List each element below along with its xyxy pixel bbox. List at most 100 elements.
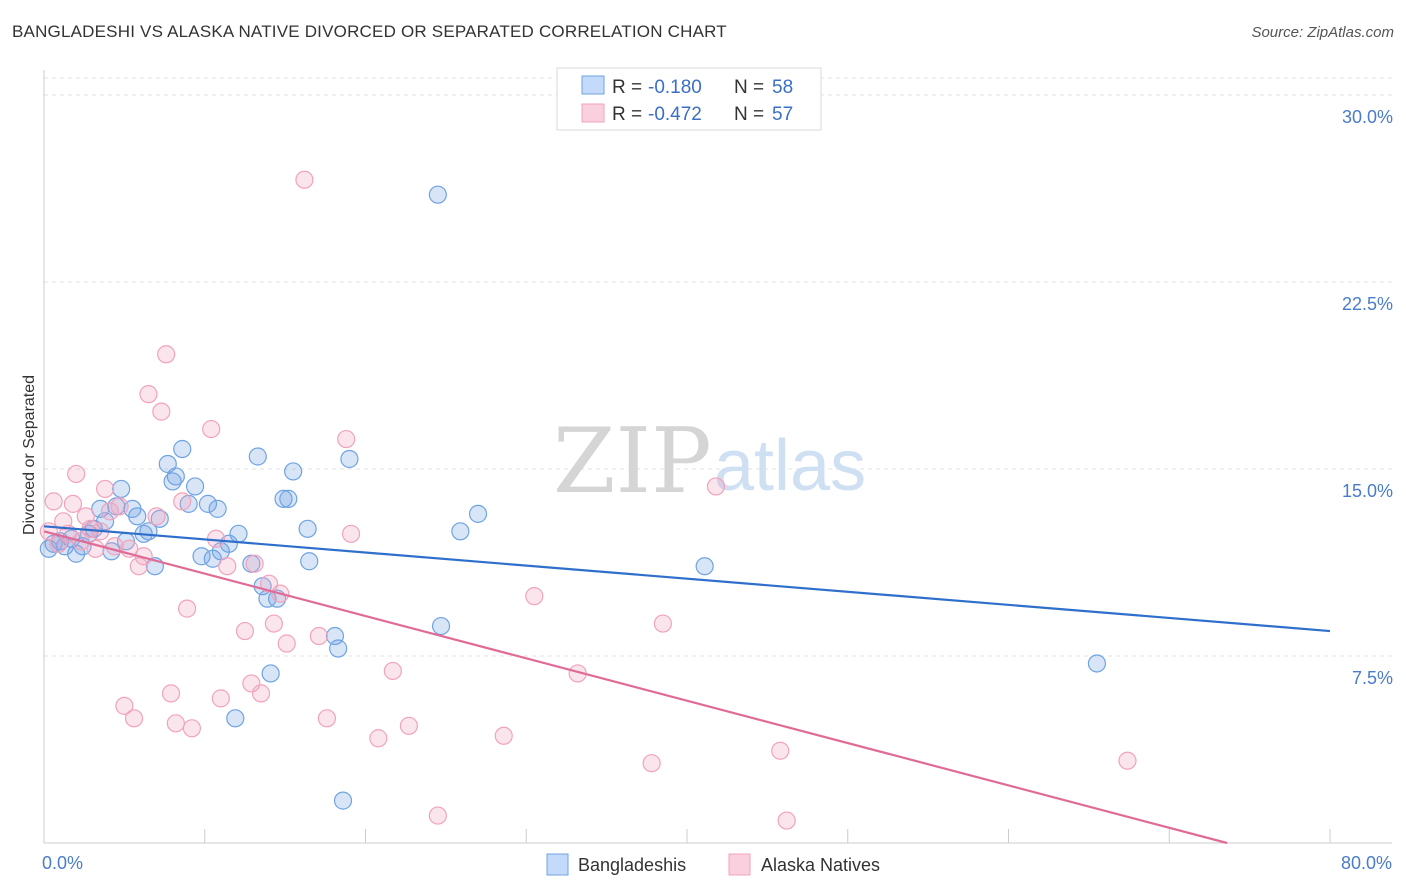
bangladeshi-point (451, 522, 470, 541)
alaska-native-point (100, 502, 120, 521)
legend-n-value-1: 58 (772, 77, 793, 98)
bangladeshi-point (248, 447, 267, 466)
alaska-native-point (494, 726, 513, 745)
legend-r-label-2: R = (612, 104, 642, 125)
bangladeshi-point (468, 504, 488, 523)
bangladeshi-point (329, 639, 348, 658)
alaska-native-point (642, 754, 661, 773)
alaska-native-point (251, 684, 271, 703)
bangladeshi-point (112, 479, 131, 499)
bottom-legend-swatch-alaska-natives (728, 853, 751, 876)
alaska-native-point (369, 729, 388, 748)
alaska-native-point (124, 709, 144, 728)
alaska-native-point (129, 557, 148, 576)
alaska-native-point (202, 419, 221, 439)
alaska-native-point (166, 714, 185, 733)
bangladeshi-point (208, 499, 227, 518)
alaska-native-point (337, 429, 356, 449)
alaska-native-point (152, 402, 171, 421)
alaska-native-trend-line (43, 530, 1228, 845)
alaska-native-point (110, 497, 129, 516)
x-tick-label: 80.0% (1341, 853, 1392, 873)
alaska-native-point (399, 716, 419, 735)
bottom-legend-label-alaska-natives: Alaska Natives (761, 855, 880, 875)
bangladeshi-point (128, 507, 147, 526)
alaska-native-point (173, 492, 192, 511)
legend-n-value-2: 57 (772, 104, 793, 125)
alaska-native-point (653, 614, 672, 633)
alaska-native-point (525, 587, 544, 606)
alaska-native-point (218, 557, 237, 576)
watermark-atlas: atlas (714, 426, 866, 506)
bangladeshi-point (431, 616, 451, 636)
alaska-native-point (177, 599, 197, 618)
bangladeshi-point (274, 489, 293, 508)
legend-swatch-bangladeshis (581, 75, 605, 95)
alaska-native-point (245, 554, 264, 573)
alaska-native-point (211, 689, 230, 708)
bangladeshi-point (300, 552, 319, 571)
bangladeshi-point (95, 512, 115, 531)
alaska-native-point (317, 709, 337, 728)
legend-r-value-1: -0.180 (648, 77, 702, 98)
trend-layer (43, 525, 1331, 845)
alaska-native-point (295, 170, 314, 189)
bottom-legend-swatch-bangladeshis (546, 853, 569, 876)
alaska-native-point (147, 507, 166, 526)
alaska-native-point (182, 719, 201, 738)
bangladeshi-point (163, 472, 182, 491)
bangladeshi-point (695, 557, 714, 576)
bangladeshi-point (298, 519, 317, 538)
alaska-native-point (777, 811, 796, 830)
bangladeshi-point (198, 494, 218, 513)
alaska-native-point (706, 477, 726, 496)
alaska-native-point (235, 621, 255, 641)
bottom-legend-label-bangladeshis: Bangladeshis (578, 855, 686, 875)
alaska-native-point (309, 626, 328, 646)
y-axis-label: Divorced or Separated (21, 375, 38, 535)
y-tick-label: 7.5% (1352, 668, 1393, 688)
bangladeshi-point (226, 709, 245, 728)
legend-swatch-alaska-natives (581, 103, 605, 123)
bangladeshi-point (1087, 654, 1107, 673)
legend-n-label-2: N = (734, 104, 764, 125)
alaska-native-point (161, 684, 181, 703)
alaska-native-point (1118, 751, 1137, 770)
bangladeshi-point (279, 489, 298, 508)
alaska-native-point (157, 345, 176, 364)
bangladeshi-point (166, 467, 185, 486)
bangladeshi-point (340, 449, 359, 469)
bangladeshi-point (428, 185, 447, 204)
alaska-native-point (383, 661, 402, 681)
bangladeshi-point (150, 509, 169, 528)
source-label: Source: ZipAtlas.com (1251, 24, 1394, 41)
alaska-native-point (95, 479, 115, 499)
alaska-native-point (341, 524, 361, 543)
alaska-native-point (428, 806, 447, 825)
top-legend: R = -0.180 N = 58 R = -0.472 N = 57 (556, 67, 822, 131)
alaska-native-point (139, 385, 158, 404)
bangladeshi-point (284, 462, 303, 481)
axes-layer (43, 70, 1392, 844)
alaska-native-point (115, 696, 134, 715)
watermark-zip: ZIP (553, 409, 712, 514)
alaska-native-point (771, 741, 790, 760)
y-tick-label: 22.5% (1342, 294, 1393, 314)
alaska-native-point (44, 492, 63, 511)
x-tick-label: 0.0% (42, 853, 83, 873)
legend-r-value-2: -0.472 (648, 104, 702, 125)
y-tick-label: 30.0% (1342, 107, 1393, 127)
bangladeshi-trend-line (43, 525, 1331, 633)
y-tick-label: 15.0% (1342, 481, 1393, 501)
bangladeshi-point (173, 439, 192, 459)
bangladeshi-point (333, 791, 353, 810)
alaska-native-point (264, 614, 283, 633)
legend-r-label-1: R = (612, 77, 642, 98)
alaska-native-point (242, 674, 261, 693)
alaska-native-point (277, 634, 296, 653)
ticks-layer: 7.5% 15.0% 22.5% 30.0% 0.0% 80.0% (42, 107, 1393, 873)
alaska-native-point (67, 464, 86, 484)
watermark: ZIP atlas (553, 409, 866, 514)
alaska-native-point (63, 494, 83, 513)
